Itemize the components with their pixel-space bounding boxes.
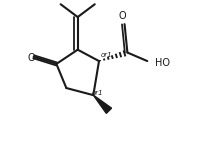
- Text: or1: or1: [101, 52, 113, 58]
- Text: O: O: [119, 11, 126, 21]
- Text: HO: HO: [155, 58, 170, 68]
- Text: or1: or1: [91, 90, 103, 96]
- Polygon shape: [93, 95, 111, 113]
- Text: O: O: [28, 53, 35, 62]
